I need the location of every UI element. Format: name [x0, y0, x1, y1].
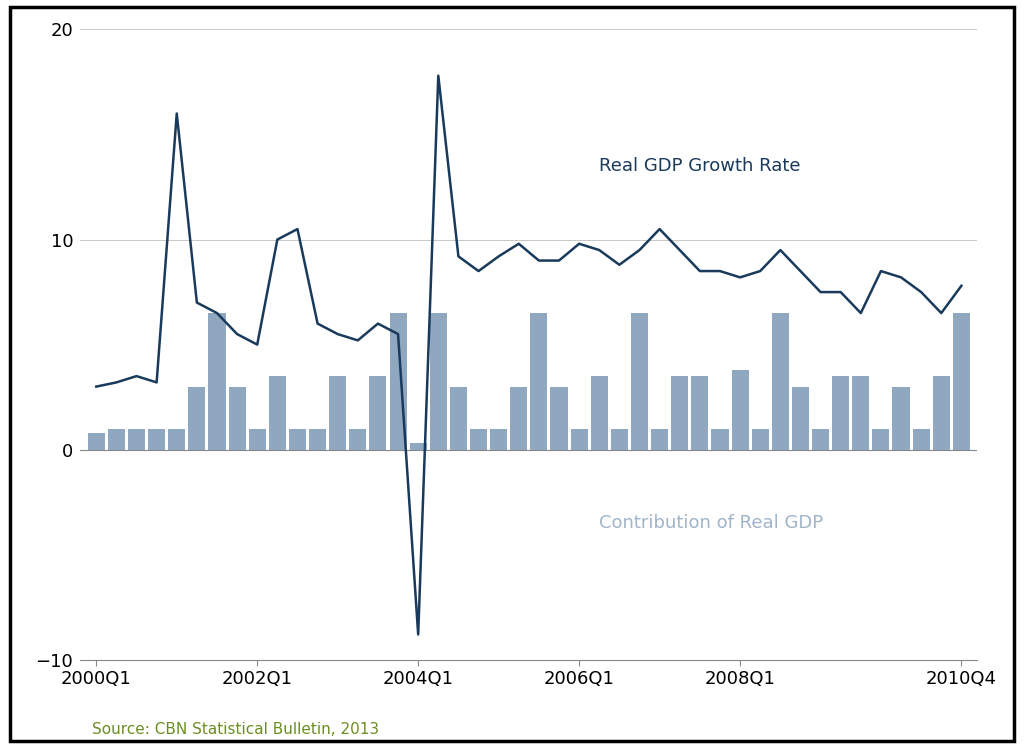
- Bar: [510, 387, 527, 450]
- Bar: [450, 387, 467, 450]
- Bar: [953, 313, 970, 450]
- Bar: [188, 387, 206, 450]
- Bar: [370, 376, 386, 450]
- Bar: [410, 444, 427, 450]
- Bar: [470, 429, 487, 450]
- Bar: [792, 387, 809, 450]
- Bar: [893, 387, 909, 450]
- Bar: [168, 429, 185, 450]
- Bar: [148, 429, 165, 450]
- Bar: [249, 429, 266, 450]
- Bar: [108, 429, 125, 450]
- Bar: [772, 313, 788, 450]
- Bar: [209, 313, 225, 450]
- Bar: [752, 429, 769, 450]
- Bar: [289, 429, 306, 450]
- Bar: [551, 387, 567, 450]
- Bar: [490, 429, 507, 450]
- Bar: [570, 429, 588, 450]
- Bar: [872, 429, 890, 450]
- Bar: [268, 376, 286, 450]
- Bar: [228, 387, 246, 450]
- Bar: [691, 376, 709, 450]
- Bar: [631, 313, 648, 450]
- Text: Contribution of Real GDP: Contribution of Real GDP: [599, 514, 823, 532]
- Text: Real GDP Growth Rate: Real GDP Growth Rate: [599, 157, 801, 175]
- Bar: [128, 429, 145, 450]
- Bar: [309, 429, 326, 450]
- Bar: [530, 313, 548, 450]
- Bar: [812, 429, 829, 450]
- Bar: [933, 376, 950, 450]
- Bar: [833, 376, 849, 450]
- Bar: [671, 376, 688, 450]
- Bar: [611, 429, 628, 450]
- Bar: [712, 429, 728, 450]
- Bar: [731, 370, 749, 450]
- Bar: [329, 376, 346, 450]
- Text: Source: CBN Statistical Bulletin, 2013: Source: CBN Statistical Bulletin, 2013: [92, 722, 379, 737]
- Bar: [591, 376, 608, 450]
- Bar: [651, 429, 669, 450]
- Bar: [912, 429, 930, 450]
- Bar: [430, 313, 446, 450]
- Bar: [349, 429, 367, 450]
- Bar: [852, 376, 869, 450]
- Bar: [88, 433, 104, 450]
- Bar: [389, 313, 407, 450]
